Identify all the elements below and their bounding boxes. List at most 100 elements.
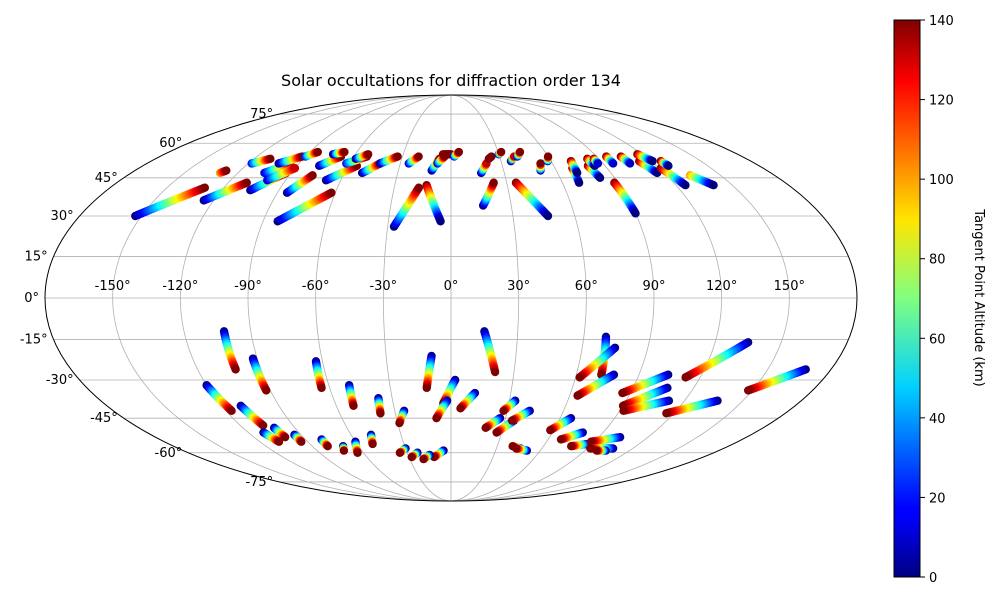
track-point xyxy=(574,178,584,187)
occultation-track xyxy=(366,430,377,449)
occultation-track xyxy=(478,178,498,210)
track-point xyxy=(422,383,431,393)
occultation-track xyxy=(513,147,525,161)
longitude-tick-label: -60° xyxy=(302,279,330,294)
track-point xyxy=(592,446,601,455)
track-point xyxy=(481,423,490,433)
occultation-track xyxy=(311,357,326,393)
occultation-track xyxy=(219,327,240,374)
longitude-tick-label: 30° xyxy=(507,279,530,294)
track-point xyxy=(556,435,566,444)
colorbar-tick-label: 60 xyxy=(929,332,946,347)
latitude-tick-label: -45° xyxy=(90,411,118,426)
occultation-track xyxy=(592,446,610,455)
occultation-track xyxy=(616,152,635,168)
latitude-tick-label: 45° xyxy=(95,171,118,186)
occultation-track xyxy=(338,442,349,455)
track-point xyxy=(376,409,385,418)
track-point xyxy=(419,454,428,464)
longitude-tick-label: -150° xyxy=(95,279,131,294)
colorbar-tick-label: 120 xyxy=(929,94,954,109)
map-boundary xyxy=(44,94,858,502)
track-point xyxy=(280,432,290,442)
occultation-track xyxy=(131,183,210,221)
occultation-track xyxy=(484,152,496,164)
occultation-track xyxy=(374,393,385,418)
occultation-track xyxy=(556,428,587,444)
track-point xyxy=(648,156,657,166)
longitude-gridline xyxy=(315,94,452,502)
occultation-track xyxy=(247,154,275,168)
latitude-tick-label: -30° xyxy=(46,373,74,388)
track-point xyxy=(222,166,231,175)
occultation-track xyxy=(511,444,532,455)
occultation-track xyxy=(456,388,480,413)
occultation-track xyxy=(351,150,373,164)
track-point xyxy=(743,386,753,395)
longitude-tick-label: 0° xyxy=(444,279,459,294)
longitude-gridline xyxy=(450,94,790,502)
track-point xyxy=(662,409,671,418)
track-point xyxy=(515,147,525,157)
track-point xyxy=(227,406,236,415)
track-point xyxy=(407,452,416,462)
latitude-tick-label: -75° xyxy=(245,475,273,490)
latitude-tick-label: 30° xyxy=(51,209,74,224)
latitude-tick-label: 60° xyxy=(159,136,182,151)
occultation-track xyxy=(566,156,582,178)
track-point xyxy=(363,150,373,159)
longitude-gridline xyxy=(179,94,452,502)
track-point xyxy=(709,181,718,190)
track-point xyxy=(625,159,635,168)
track-point xyxy=(586,444,595,453)
track-point xyxy=(487,152,496,161)
occultation-track xyxy=(248,354,271,395)
longitude-gridline xyxy=(112,94,452,502)
occultation-track xyxy=(685,171,718,190)
occultation-track xyxy=(199,178,251,205)
track-point xyxy=(664,161,673,171)
occultation-track xyxy=(321,161,362,185)
longitude-tick-labels: -150° -120° -90° -60° -30° 0° 30° 60° 90° 120° 150… xyxy=(95,279,805,294)
occultation-track xyxy=(507,406,534,425)
longitude-tick-label: 150° xyxy=(774,279,805,294)
occultation-track xyxy=(328,147,349,159)
track-point xyxy=(586,437,596,446)
track-point xyxy=(313,147,322,157)
occultation-track xyxy=(422,351,436,393)
longitude-tick-label: 120° xyxy=(706,279,737,294)
track-point xyxy=(489,178,498,187)
track-point xyxy=(572,168,582,178)
latitude-tick-label: -15° xyxy=(20,333,48,348)
track-point xyxy=(631,209,640,218)
occultation-track xyxy=(546,413,576,435)
longitude-tick-label: 60° xyxy=(575,279,598,294)
colorbar: 0 20 40 60 80 100 120 140 Tangent Point Altitud… xyxy=(893,14,986,586)
longitude-gridline xyxy=(450,94,655,502)
colorbar-tick-label: 80 xyxy=(929,253,946,268)
longitude-gridline xyxy=(247,94,452,502)
longitude-gridline xyxy=(450,94,520,502)
longitude-tick-label: -90° xyxy=(234,279,262,294)
occultation-track xyxy=(282,171,317,197)
track-point xyxy=(543,152,553,161)
occultation-track xyxy=(202,381,236,415)
occultation-track xyxy=(586,432,625,446)
colorbar-gradient xyxy=(893,19,921,578)
occultation-track xyxy=(681,338,753,382)
occultation-track xyxy=(656,156,673,171)
longitude-tick-label: -120° xyxy=(162,279,198,294)
occultation-track xyxy=(477,159,491,178)
track-point xyxy=(308,171,317,180)
track-point xyxy=(395,448,405,457)
track-point xyxy=(546,425,555,435)
track-point xyxy=(262,386,271,395)
track-point xyxy=(353,448,362,457)
longitude-tick-label: -30° xyxy=(369,279,397,294)
track-point xyxy=(536,159,545,168)
occultation-track xyxy=(274,152,307,168)
occultation-track xyxy=(511,178,553,221)
occultation-track xyxy=(301,147,322,161)
track-point xyxy=(200,183,210,192)
